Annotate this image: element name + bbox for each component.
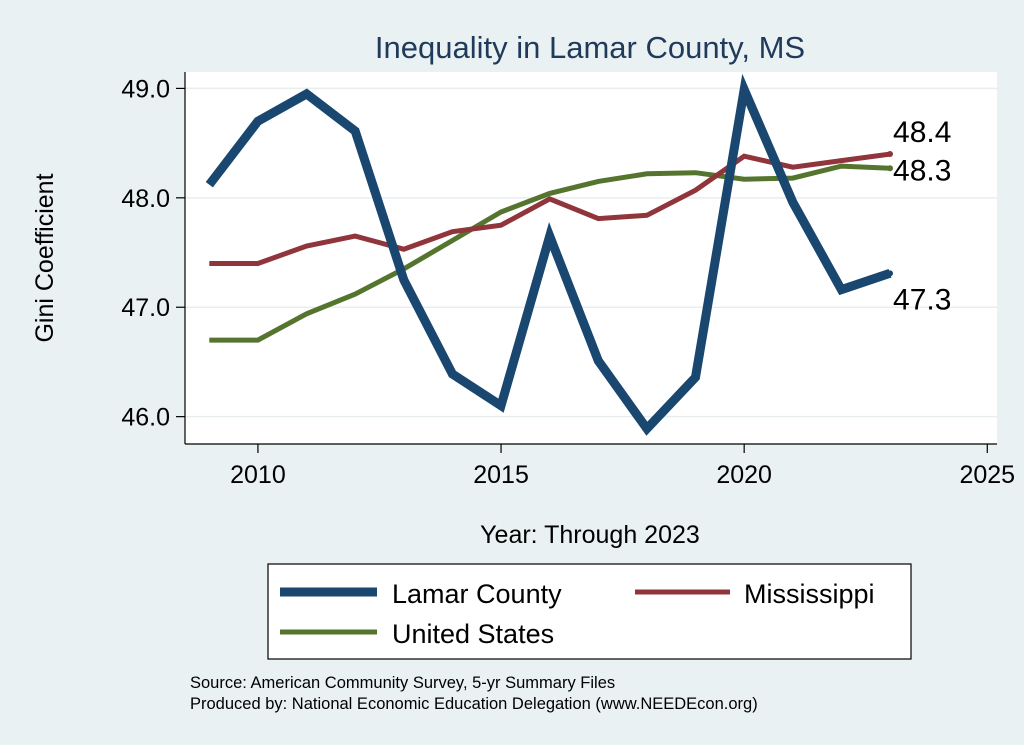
series-lines (205, 73, 894, 436)
chart-title: Inequality in Lamar County, MS (375, 30, 805, 65)
tick-labels: 46.0 47.0 48.0 49.0 2010 2015 2020 2025 (121, 75, 1015, 489)
legend-label-united-states: United States (392, 619, 554, 649)
series-end-point-mississippi (887, 151, 894, 158)
legend-box (267, 563, 912, 660)
series-line-lamar-county (205, 73, 892, 436)
y-tick-label: 47.0 (121, 294, 170, 322)
x-axis-label: Year: Through 2023 (480, 521, 700, 549)
end-label-mississippi: 48.4 (893, 116, 951, 149)
series-end-point-united-states (887, 165, 894, 172)
plot-area (185, 72, 997, 444)
x-tick-label: 2010 (230, 461, 286, 489)
legend: Lamar County Mississippi United States (267, 563, 912, 660)
x-tick-label: 2025 (959, 461, 1015, 489)
legend-label-lamar-county: Lamar County (392, 579, 562, 609)
end-label-lamar-county: 47.3 (893, 283, 951, 316)
y-tick-label: 46.0 (121, 404, 170, 432)
x-tick-label: 2020 (716, 461, 772, 489)
y-tick-label: 49.0 (121, 75, 170, 103)
source-line-2: Produced by: National Economic Education… (190, 695, 758, 713)
y-axis-label: Gini Coefficient (31, 173, 59, 342)
end-labels: 47.3 48.4 48.3 (893, 116, 951, 316)
series-line-united-states (209, 163, 891, 343)
legend-label-mississippi: Mississippi (744, 579, 875, 609)
y-tick-label: 48.0 (121, 185, 170, 213)
axes (184, 72, 997, 445)
x-tick-label: 2015 (473, 461, 529, 489)
source-line-1: Source: American Community Survey, 5-yr … (190, 674, 615, 692)
series-end-point-lamar-county (887, 270, 894, 277)
end-label-united-states: 48.3 (893, 154, 951, 187)
